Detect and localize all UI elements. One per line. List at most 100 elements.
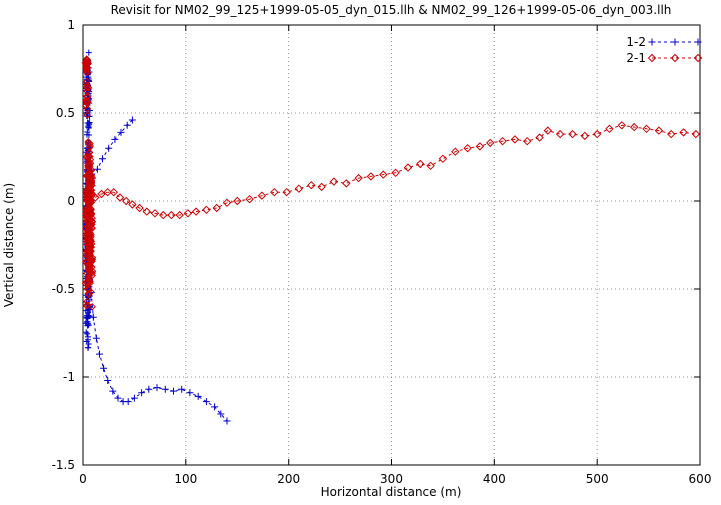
diamond-marker	[245, 194, 254, 204]
axes: 0 100 200 300 400 500 600 -1.5 -1 -0.5 0 0.5 1	[52, 18, 712, 486]
x-tick-label: 100	[174, 472, 197, 486]
diamond-marker	[158, 210, 168, 220]
diamond-marker	[222, 198, 232, 208]
diamond-marker	[87, 179, 96, 188]
plus-marker	[194, 392, 202, 400]
diamond-marker	[568, 129, 577, 139]
diamond-marker	[86, 155, 95, 164]
plus-marker	[92, 334, 100, 342]
diamond-marker	[654, 126, 664, 135]
diamond-marker	[580, 131, 590, 141]
plus-marker	[170, 387, 177, 395]
diamond-marker	[84, 245, 93, 254]
diamond-marker	[85, 148, 94, 157]
diamond-marker	[83, 77, 91, 86]
y-tick-label: 0.5	[56, 106, 75, 120]
series-1-2	[82, 49, 231, 425]
plus-marker	[178, 385, 186, 393]
diamond-marker	[85, 159, 93, 168]
y-tick-label: -1.5	[52, 458, 75, 472]
diamond-marker	[691, 129, 701, 139]
legend-item-2-1: 2-1	[626, 51, 703, 65]
diamond-marker	[175, 210, 184, 220]
diamond-marker	[84, 149, 92, 158]
x-tick-label: 300	[380, 472, 403, 486]
x-tick-label: 600	[689, 472, 712, 486]
plus-marker	[109, 387, 117, 395]
plus-marker	[83, 314, 90, 321]
y-axis-label: Vertical distance (m)	[2, 183, 16, 307]
diamond-marker	[438, 154, 448, 164]
plus-marker	[105, 144, 113, 152]
diamond-marker	[294, 184, 304, 193]
plus-marker	[84, 330, 91, 337]
diamond-marker	[83, 68, 92, 77]
diamond-marker	[317, 182, 326, 192]
diamond-marker	[84, 171, 93, 179]
y-tick-label: -0.5	[52, 282, 75, 296]
diamond-marker	[647, 53, 657, 63]
plus-marker	[104, 377, 112, 384]
plus-marker	[138, 389, 146, 397]
diamond-marker	[88, 224, 96, 232]
diamond-marker	[83, 227, 92, 235]
plus-marker	[84, 129, 91, 135]
diamond-marker	[617, 121, 627, 130]
y-tick-label: 0	[67, 194, 75, 208]
diamond-marker	[85, 240, 94, 248]
diamond-marker	[83, 247, 91, 255]
diamond-marker	[86, 234, 94, 243]
diamond-marker	[629, 122, 639, 132]
diamond-marker	[202, 205, 211, 215]
diamond-marker	[84, 137, 92, 146]
diamond-marker	[451, 147, 460, 156]
plus-marker	[694, 38, 702, 46]
series-2-1	[81, 55, 701, 311]
diamond-marker	[84, 279, 92, 287]
diamond-marker	[183, 209, 193, 218]
diamond-marker	[87, 225, 95, 234]
diamond-marker	[605, 124, 614, 134]
diamond-marker	[88, 267, 97, 275]
diamond-marker	[233, 196, 242, 206]
diamond-marker	[83, 301, 92, 309]
x-axis-label: Horizontal distance (m)	[321, 485, 462, 499]
plus-marker	[217, 410, 225, 418]
plus-marker	[84, 315, 91, 322]
diamond-marker	[86, 159, 95, 167]
diamond-marker	[109, 187, 119, 197]
plus-marker	[85, 341, 92, 347]
diamond-marker	[83, 98, 91, 107]
plus-marker	[89, 313, 97, 321]
diamond-marker	[475, 142, 485, 151]
diamond-marker	[670, 53, 680, 63]
diamond-marker	[150, 209, 160, 218]
plus-marker	[85, 122, 92, 129]
plot-area: 0 100 200 300 400 500 600-1.5-1-0.500.511-22-1	[52, 18, 712, 486]
diamond-marker	[426, 161, 435, 171]
diamond-marker	[342, 179, 351, 188]
plus-marker	[202, 398, 210, 406]
plus-marker	[85, 49, 92, 56]
diamond-marker	[87, 221, 95, 230]
diamond-marker	[85, 263, 93, 271]
diamond-marker	[543, 126, 553, 135]
diamond-marker	[522, 136, 532, 146]
x-tick-label: 200	[277, 472, 300, 486]
diamond-marker	[85, 265, 94, 273]
series-line	[88, 262, 228, 422]
plus-marker	[130, 394, 138, 402]
diamond-marker	[282, 187, 291, 197]
chart-title: Revisit for NM02_99_125+1999-05-05_dyn_0…	[111, 3, 672, 17]
diamond-marker	[142, 207, 152, 216]
diamond-marker	[416, 159, 425, 169]
diamond-marker	[88, 263, 96, 271]
diamond-marker	[693, 53, 703, 63]
series-line	[95, 124, 696, 216]
diamond-marker	[85, 162, 94, 170]
diamond-marker	[307, 180, 316, 190]
legend-label: 1-2	[626, 35, 646, 49]
diamond-marker	[535, 133, 544, 142]
diamond-marker	[85, 178, 93, 186]
